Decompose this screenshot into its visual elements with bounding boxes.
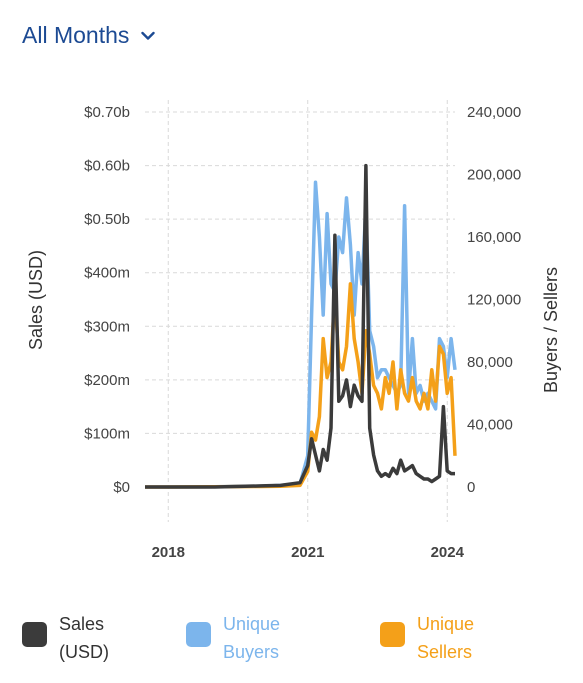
y-tick-left: $100m: [84, 425, 130, 442]
legend-label-unique-buyers: Unique Buyers: [223, 614, 281, 662]
y-tick-right: 120,000: [467, 292, 521, 309]
legend-swatch-unique-buyers: [186, 622, 211, 647]
legend-label-sales: Sales (USD): [59, 614, 109, 662]
legend-item-unique-buyers[interactable]: Unique Buyers: [186, 610, 303, 666]
y-tick-left: $400m: [84, 265, 130, 282]
y-tick-left: $0.50b: [84, 211, 130, 228]
legend-swatch-sales: [22, 622, 47, 647]
legend-item-unique-sellers[interactable]: Unique Sellers: [380, 610, 497, 666]
y-tick-left: $200m: [84, 372, 130, 389]
legend-swatch-unique-sellers: [380, 622, 405, 647]
y-tick-right: 40,000: [467, 417, 513, 434]
period-dropdown[interactable]: All Months: [22, 22, 156, 49]
y-tick-left: $300m: [84, 318, 130, 335]
chevron-down-icon: [141, 31, 156, 40]
series-line-sales-usd: [145, 163, 455, 489]
x-tick: 2021: [291, 544, 324, 561]
y-tick-right: 200,000: [467, 167, 521, 184]
period-dropdown-label: All Months: [22, 22, 130, 48]
legend-label-unique-sellers: Unique Sellers: [417, 614, 475, 662]
sales-chart: $0 $100m $200m $300m $400m $0.50b $0.60b $0.70b…: [26, 100, 561, 561]
y-tick-left: $0.70b: [84, 104, 130, 121]
x-tick: 2018: [152, 544, 185, 561]
y-axis-title-left: Sales (USD): [26, 250, 46, 350]
y-tick-right: 80,000: [467, 354, 513, 371]
y-tick-right: 240,000: [467, 104, 521, 121]
y-axis-title-right: Buyers / Sellers: [541, 267, 561, 393]
y-tick-right: 0: [467, 479, 475, 496]
y-tick-right: 160,000: [467, 229, 521, 246]
series-line-unique-buyers: [145, 180, 457, 489]
y-tick-left: $0: [113, 479, 130, 496]
y-tick-left: $0.60b: [84, 158, 130, 175]
legend-item-sales[interactable]: Sales (USD): [22, 610, 139, 666]
x-tick: 2024: [431, 544, 465, 561]
